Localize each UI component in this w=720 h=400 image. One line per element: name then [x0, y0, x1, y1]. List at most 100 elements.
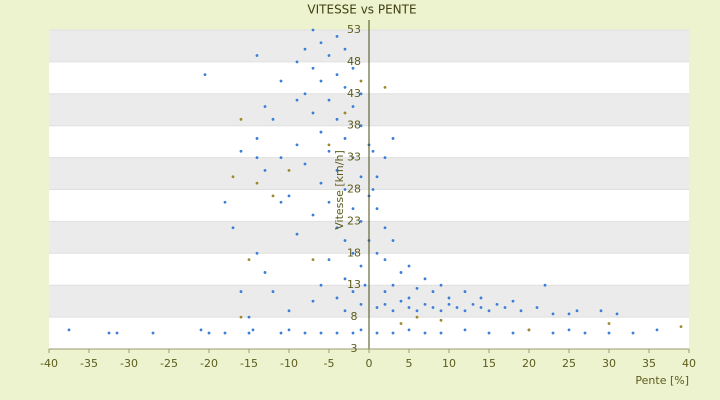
point: [479, 296, 483, 300]
point: [247, 258, 251, 262]
point: [335, 296, 339, 300]
point: [343, 277, 347, 281]
point: [319, 41, 323, 45]
point: [471, 302, 475, 306]
point: [335, 117, 339, 121]
point: [359, 79, 363, 83]
point: [391, 239, 395, 242]
point: [287, 168, 291, 172]
point: [351, 207, 355, 211]
point: [255, 251, 259, 255]
point: [335, 226, 339, 230]
point: [431, 306, 435, 309]
point: [279, 200, 283, 204]
point: [351, 290, 355, 293]
point: [295, 143, 299, 147]
point: [311, 299, 315, 303]
y-axis-title: Vitesse [km/h]: [333, 150, 346, 230]
y-tick-label: 18: [347, 246, 361, 259]
point: [359, 124, 363, 128]
point: [335, 34, 339, 38]
point: [311, 111, 315, 115]
point: [255, 181, 259, 185]
point: [335, 73, 339, 77]
point: [343, 111, 347, 115]
point: [271, 117, 275, 121]
point: [415, 315, 419, 319]
point: [519, 309, 523, 313]
point: [391, 137, 395, 140]
point: [679, 325, 683, 329]
point: [575, 309, 579, 313]
point: [455, 306, 459, 309]
point: [327, 200, 331, 204]
point: [343, 47, 347, 51]
point: [319, 130, 323, 134]
point: [263, 168, 267, 172]
x-tick-label: 5: [406, 357, 413, 370]
point: [463, 309, 467, 313]
x-tick-label: -20: [200, 357, 218, 370]
point: [343, 137, 347, 140]
x-tick-label: -25: [160, 357, 178, 370]
point: [303, 162, 307, 166]
point: [615, 312, 619, 316]
point: [287, 328, 291, 332]
point: [359, 328, 363, 332]
point: [303, 92, 307, 96]
point: [295, 60, 299, 64]
point: [527, 328, 531, 332]
y-tick-label: 38: [347, 119, 361, 132]
point: [487, 331, 491, 335]
point: [247, 315, 251, 319]
point: [327, 149, 331, 153]
x-tick-label: 20: [522, 357, 536, 370]
point: [375, 251, 379, 255]
point: [287, 194, 291, 198]
x-tick-label: -5: [324, 357, 335, 370]
point: [271, 290, 275, 293]
point: [199, 328, 203, 332]
point: [423, 302, 427, 306]
point: [495, 302, 499, 306]
point: [447, 296, 451, 300]
point: [343, 239, 347, 242]
y-tick-label: 23: [347, 214, 361, 227]
point: [375, 207, 379, 211]
point: [247, 331, 251, 335]
y-tick-label: 53: [347, 23, 361, 36]
point: [479, 306, 483, 309]
point: [399, 322, 403, 325]
point: [375, 306, 379, 309]
point: [415, 286, 419, 290]
point: [327, 258, 331, 262]
point: [599, 309, 603, 313]
x-tick-label: 35: [642, 357, 656, 370]
y-tick-label: 48: [347, 55, 361, 68]
point: [351, 251, 355, 255]
y-tick-label: 3: [351, 342, 358, 355]
point: [607, 331, 611, 335]
point: [567, 312, 571, 316]
point: [543, 283, 547, 287]
point: [447, 302, 451, 306]
point: [335, 331, 339, 335]
point: [343, 309, 347, 313]
x-tick-label: -30: [120, 357, 138, 370]
point: [359, 175, 363, 179]
point: [311, 28, 315, 32]
x-tick-label: -10: [280, 357, 298, 370]
point: [363, 283, 367, 287]
point: [439, 318, 443, 322]
point: [319, 181, 323, 185]
point: [203, 73, 207, 77]
point: [319, 79, 323, 83]
y-tick-label: 13: [347, 278, 361, 291]
point: [359, 264, 363, 268]
point: [567, 328, 571, 332]
point: [423, 277, 427, 281]
x-tick-label: -35: [80, 357, 98, 370]
point: [511, 331, 515, 335]
point: [223, 331, 227, 335]
